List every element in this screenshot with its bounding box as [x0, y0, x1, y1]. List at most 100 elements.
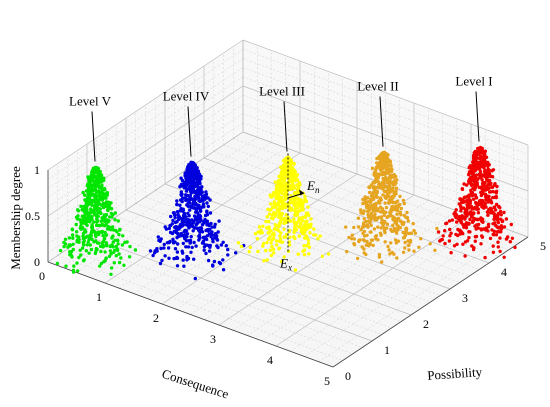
cloud-drop-point [390, 229, 394, 233]
cloud-drop-point [488, 190, 492, 194]
cloud-drop-point [370, 203, 375, 207]
cloud-drop-point [95, 190, 100, 194]
cloud-drop-point [92, 220, 96, 224]
left-grid-z [47, 58, 244, 189]
cloud-drop-point [273, 205, 278, 209]
cloud-drop-point [382, 179, 386, 183]
z-axis-title: Membership degree [8, 166, 23, 270]
cloud-drop-point [64, 264, 68, 268]
cloud-drop-point [89, 247, 94, 252]
cloud-drop-point [485, 161, 490, 166]
cloud-drop-point [96, 210, 101, 214]
y-tick-label: 0 [345, 369, 351, 383]
cloud-drop-point [345, 249, 349, 254]
cloud-drop-point [318, 234, 322, 238]
y-tick-label: 2 [423, 317, 429, 331]
cloud-drop-point [280, 191, 284, 196]
cloud-drop-point [78, 248, 82, 252]
floor-grid-x [62, 137, 258, 268]
cloud-drop-point [376, 176, 380, 180]
cloud-drop-point [480, 182, 485, 186]
cloud-drop-point [385, 222, 390, 226]
cloud-drop-point [216, 230, 220, 234]
cloud-drop-point [257, 225, 262, 229]
cloud-drop-point [392, 207, 397, 212]
cloud-drop-point [185, 203, 189, 207]
cloud-drop-point [271, 193, 275, 198]
cloud-drop-point [396, 228, 400, 232]
cloud-drop-point [259, 228, 263, 232]
cloud-drop-point [375, 166, 379, 170]
cloud-drop-point [457, 202, 461, 206]
cloud-drop-point [89, 210, 93, 214]
cloud-drop-point [203, 243, 208, 247]
cloud-drop-point [392, 252, 396, 256]
cloud-drop-point [492, 229, 497, 234]
cloud-drop-point [368, 220, 372, 225]
cloud-drop-point [166, 246, 171, 250]
cloud-drop-point [113, 238, 117, 242]
x-axis-line [47, 261, 334, 368]
y-tick-label: 1 [384, 343, 390, 357]
cloud-drop-point [374, 234, 379, 238]
cloud-drop-point [127, 255, 132, 259]
cloud-drop-point [389, 176, 393, 180]
cloud-drop-point [116, 242, 120, 246]
cloud-drop-point [454, 232, 458, 237]
cloud-drop-point [275, 184, 279, 188]
cloud-drop-point [288, 235, 292, 239]
left-grid-z [47, 122, 244, 254]
y-axis-title: Possibility [427, 364, 483, 383]
cloud-drop-point [513, 245, 517, 250]
cloud-drop-point [483, 202, 487, 206]
cloud-drop-point [187, 220, 191, 224]
cloud-drop-point [367, 190, 372, 195]
left-grid-z [47, 67, 244, 198]
cloud-drop-point [274, 223, 278, 228]
cloud-drop-point [381, 223, 385, 227]
cloud-drop-point [84, 249, 89, 253]
cloud-drop-point [445, 221, 449, 225]
cloud-drop-point [458, 197, 462, 201]
cloud-drop-point [461, 206, 465, 210]
cloud-drop-point [392, 194, 396, 198]
cloud-drop-point [401, 198, 406, 203]
cloud-drop-point [383, 189, 387, 194]
cloud-drop-point [386, 160, 390, 164]
cloud-drop-point [297, 234, 301, 238]
cloud-drop-point [282, 255, 286, 259]
cloud-drop-point [288, 179, 292, 183]
cloud-drop-point [175, 202, 179, 207]
cloud-drop-point [387, 183, 392, 187]
cloud-drop-point [284, 196, 289, 200]
left-grid-z [47, 76, 244, 208]
cloud-drop-point [173, 216, 177, 220]
cloud-drop-point [395, 208, 400, 212]
cloud-drop-point [100, 229, 105, 234]
cloud-drop-point [364, 252, 368, 257]
cloud-drop-point [447, 239, 452, 243]
cloud-drop-point [506, 235, 510, 239]
cloud-drop-point [63, 237, 68, 241]
cloud-drop-point [206, 204, 210, 209]
floor-grid-y [116, 216, 402, 322]
cloud-drop-point [375, 191, 379, 195]
cloud-drop-point [221, 240, 225, 244]
cloud-drop-point [181, 258, 185, 262]
cloud-drop-point [197, 228, 201, 233]
cloud-drop-point [185, 232, 190, 236]
cloud-drop-point [481, 188, 485, 193]
cloud-drop-point [194, 193, 199, 197]
cloud-drop-point [376, 238, 380, 242]
cloud-drop-point [195, 216, 199, 220]
cloud-drop-point [133, 248, 138, 252]
level-label: Level III [259, 84, 305, 99]
cloud-drop-point [447, 219, 452, 223]
cloud-drop-point [67, 236, 72, 240]
cloud-drop-point [281, 204, 285, 208]
cloud-drop-point [188, 240, 193, 245]
cloud-drop-point [197, 192, 201, 197]
cloud-drop-point [71, 268, 76, 272]
cloud-drop-point [93, 168, 98, 172]
cloud-drop-point [307, 252, 311, 256]
